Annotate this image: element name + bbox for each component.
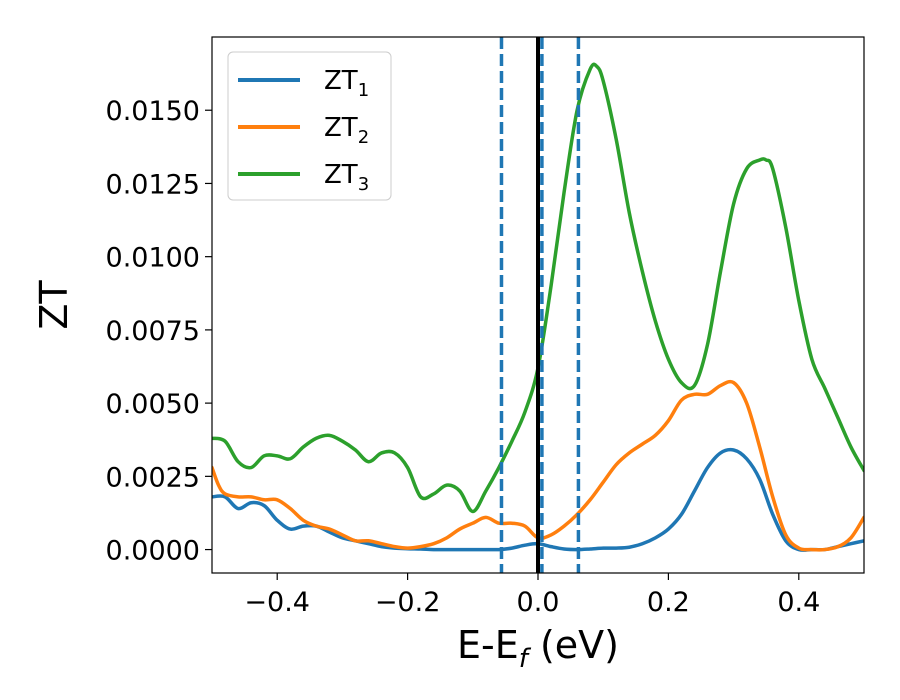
series-line-2 bbox=[212, 379, 864, 552]
y-axis-label: ZT bbox=[32, 280, 76, 330]
y-tick-label: 0.0150 bbox=[106, 96, 200, 127]
y-tick-label: 0.0125 bbox=[106, 169, 200, 200]
x-axis-label-unit: (eV) bbox=[528, 623, 619, 667]
y-tick-label: 0.0075 bbox=[106, 316, 200, 347]
x-axis-label: E-Ef (eV) bbox=[457, 623, 619, 674]
y-tick-label: 0.0025 bbox=[106, 462, 200, 493]
x-tick-label: −0.2 bbox=[375, 587, 441, 618]
x-axis-label-main: E-E bbox=[457, 623, 519, 667]
x-axis-ticks: −0.4 −0.2 0.0 0.2 0.4 bbox=[244, 573, 820, 618]
legend-box bbox=[227, 51, 392, 201]
legend-label-3: ZT3 bbox=[324, 160, 369, 195]
y-tick-label: 0.0000 bbox=[106, 536, 200, 567]
legend-label-1: ZT1 bbox=[324, 66, 369, 101]
x-tick-label: 0.2 bbox=[647, 587, 690, 618]
y-tick-label: 0.0050 bbox=[106, 389, 200, 420]
x-tick-label: 0.0 bbox=[517, 587, 560, 618]
legend: ZT1 ZT2 ZT3 bbox=[227, 51, 392, 201]
y-tick-label: 0.0100 bbox=[106, 243, 200, 274]
series-line-3 bbox=[212, 62, 864, 514]
vertical-lines-layer bbox=[499, 37, 581, 573]
legend-label-2: ZT2 bbox=[324, 113, 369, 148]
y-axis-ticks: 0.0000 0.0025 0.0050 0.0075 0.0100 0.0125 0.01… bbox=[106, 96, 212, 567]
legend-items: ZT1 ZT2 ZT3 bbox=[238, 66, 369, 195]
x-tick-label: −0.4 bbox=[244, 587, 310, 618]
x-tick-label: 0.4 bbox=[777, 587, 820, 618]
